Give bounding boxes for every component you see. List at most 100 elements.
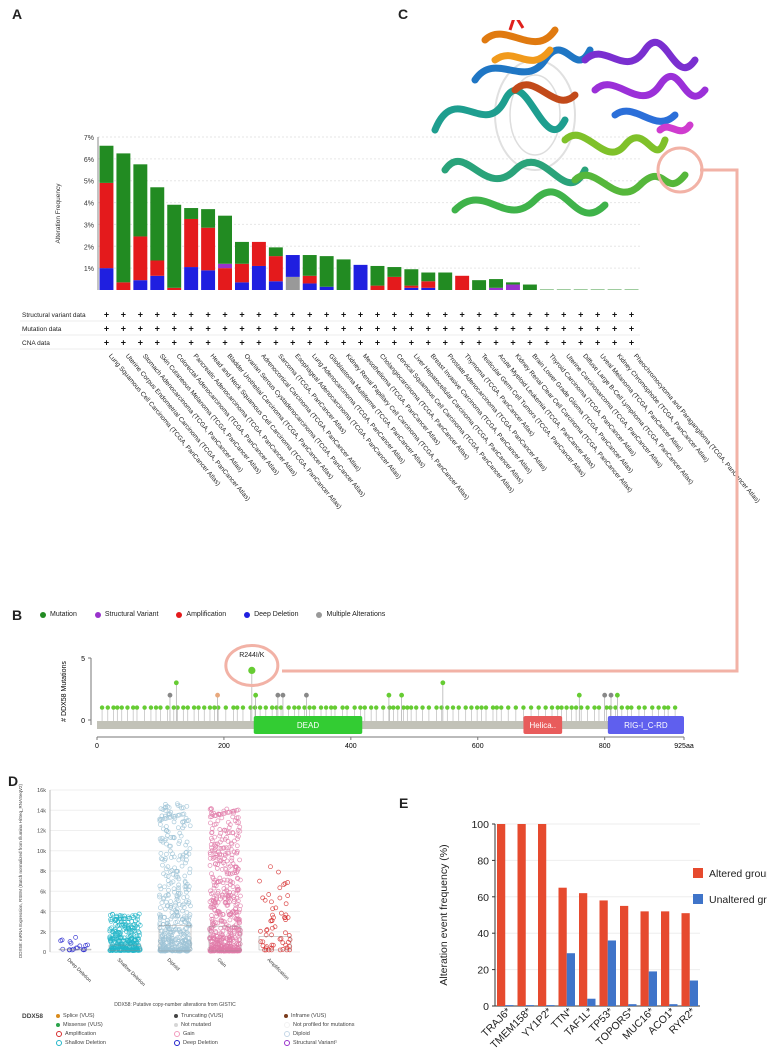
expression-point bbox=[226, 928, 232, 934]
track-plus-mark: + bbox=[189, 338, 194, 348]
track-plus-mark: + bbox=[172, 324, 177, 334]
mutation-point bbox=[278, 705, 284, 710]
bar-segment-mutation bbox=[387, 267, 402, 277]
expression-point bbox=[216, 947, 221, 952]
bar-segment-mutation bbox=[201, 209, 216, 228]
expression-point bbox=[183, 947, 189, 953]
expression-point bbox=[175, 937, 181, 943]
track-plus-mark: + bbox=[527, 324, 532, 334]
expression-point bbox=[216, 811, 222, 817]
track-plus-mark: + bbox=[172, 310, 177, 320]
bar-segment-mutation bbox=[235, 241, 249, 264]
expression-point bbox=[229, 858, 234, 864]
expression-point bbox=[183, 850, 189, 856]
expression-point bbox=[234, 931, 240, 937]
bar-segment-deep-deletion bbox=[150, 275, 165, 290]
expression-point bbox=[219, 937, 225, 943]
expression-point bbox=[172, 889, 177, 895]
expression-point bbox=[163, 808, 168, 813]
mutation-point bbox=[216, 705, 221, 710]
protein-domain bbox=[607, 716, 684, 734]
mutation-point bbox=[559, 705, 564, 710]
bar-segment-mutation bbox=[438, 272, 453, 290]
track-plus-mark: + bbox=[138, 324, 143, 334]
expression-point bbox=[283, 930, 288, 936]
track-plus-mark: + bbox=[104, 324, 109, 334]
bar-segment-amplification bbox=[251, 241, 266, 266]
y-tick-label: 6k bbox=[40, 889, 46, 895]
track-plus-mark: + bbox=[239, 324, 244, 334]
expression-point bbox=[287, 944, 293, 949]
expression-point bbox=[175, 913, 181, 919]
expression-point bbox=[108, 918, 114, 924]
track-plus-mark: + bbox=[460, 310, 465, 320]
expression-point bbox=[176, 927, 182, 933]
mutation-point bbox=[318, 705, 324, 710]
expression-point bbox=[232, 838, 237, 844]
expression-point bbox=[231, 896, 237, 902]
mutation-point bbox=[134, 705, 140, 710]
expression-point bbox=[209, 826, 215, 831]
expression-point bbox=[125, 924, 131, 930]
expression-point bbox=[183, 937, 189, 942]
track-plus-mark: + bbox=[324, 338, 329, 348]
track-plus-mark: + bbox=[527, 338, 532, 348]
expression-point bbox=[226, 935, 232, 940]
expression-point bbox=[218, 948, 224, 954]
panel-label-d: D bbox=[8, 773, 19, 789]
x-tick-label: 0 bbox=[95, 743, 99, 750]
mutation-point bbox=[596, 705, 602, 710]
mutation-point bbox=[576, 692, 582, 698]
legend-label: Shallow Deletion bbox=[65, 1040, 106, 1046]
y-tick-label: 4% bbox=[84, 201, 94, 208]
bar-segment-mutation bbox=[421, 272, 436, 282]
mutation-point bbox=[414, 705, 419, 710]
mutation-point bbox=[252, 705, 258, 710]
expression-point bbox=[270, 906, 276, 912]
expression-point bbox=[157, 894, 162, 900]
track-plus-mark: + bbox=[629, 324, 634, 334]
expression-point bbox=[176, 882, 181, 888]
expression-point bbox=[174, 896, 180, 902]
expression-point bbox=[268, 918, 274, 924]
annotation-circle bbox=[224, 643, 280, 687]
bar-segment-amplification bbox=[421, 281, 436, 288]
mutation-point bbox=[368, 705, 374, 710]
expression-point bbox=[213, 854, 218, 860]
expression-point bbox=[258, 928, 263, 934]
box-plot bbox=[58, 948, 92, 951]
expression-point bbox=[186, 818, 191, 823]
expression-point bbox=[234, 850, 240, 856]
expression-point bbox=[187, 912, 193, 918]
expression-point bbox=[271, 915, 276, 920]
track-plus-mark: + bbox=[510, 338, 515, 348]
expression-point bbox=[134, 933, 140, 939]
expression-point bbox=[230, 947, 235, 952]
y-tick-label: 7% bbox=[84, 135, 94, 142]
bar-segment-deep-deletion2 bbox=[285, 255, 300, 277]
mutation-point bbox=[543, 705, 548, 710]
bar-segment-deep-deletion bbox=[404, 287, 419, 290]
expression-point bbox=[160, 826, 166, 832]
mutation-point bbox=[105, 705, 110, 710]
mutation-point bbox=[426, 705, 432, 710]
expression-point bbox=[172, 813, 178, 819]
mutation-point bbox=[304, 692, 309, 698]
expression-point bbox=[237, 937, 242, 942]
expression-point bbox=[177, 853, 183, 859]
altered-bar bbox=[620, 905, 629, 1006]
mutation-point bbox=[328, 705, 334, 710]
y-tick-label: 0 bbox=[483, 1001, 489, 1013]
track-plus-mark: + bbox=[443, 338, 448, 348]
expression-point bbox=[212, 822, 217, 828]
legend-structural-variant: Structural Variant bbox=[94, 611, 158, 618]
bar-segment-deep-deletion bbox=[133, 280, 148, 290]
y-axis-title: Alteration event frequency (%) bbox=[438, 844, 450, 985]
legend-mutation: Mutation bbox=[40, 611, 77, 618]
protein-domain bbox=[253, 716, 363, 734]
expression-point bbox=[168, 930, 174, 935]
mutation-point bbox=[231, 705, 236, 710]
expression-point bbox=[184, 803, 190, 809]
panel-label-b: B bbox=[12, 607, 23, 623]
expression-point bbox=[231, 924, 237, 930]
